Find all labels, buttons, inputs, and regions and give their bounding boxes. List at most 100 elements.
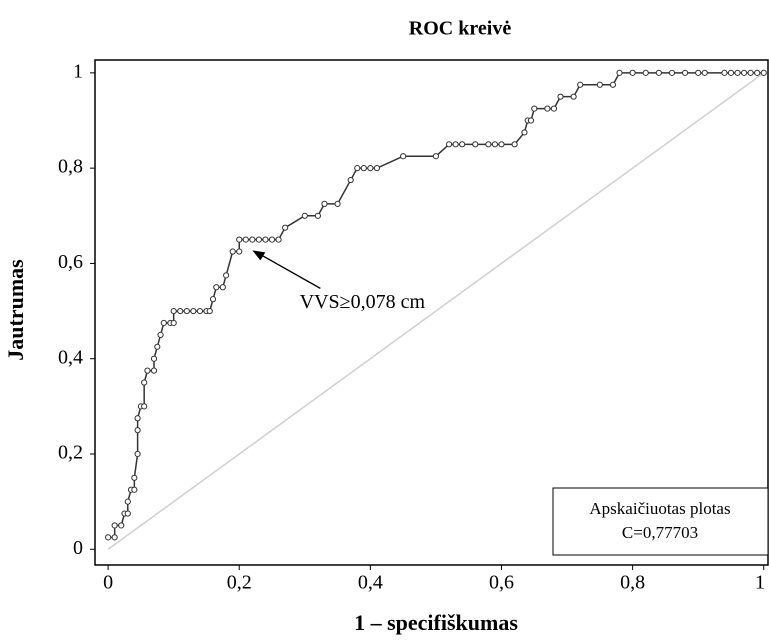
roc-point: [400, 153, 407, 160]
roc-point: [141, 379, 148, 386]
roc-point: [550, 105, 558, 112]
roc-point: [209, 296, 217, 303]
roc-point: [282, 224, 289, 231]
roc-point: [268, 236, 276, 243]
roc-point: [262, 236, 269, 243]
roc-point: [367, 165, 374, 172]
roc-point: [213, 284, 220, 291]
roc-point: [131, 486, 138, 493]
reference-diagonal: [107, 72, 765, 550]
roc-point: [160, 319, 167, 327]
note-line: Apskaičiuotas plotas: [589, 499, 730, 518]
roc-point: [196, 307, 204, 315]
roc-point: [249, 236, 256, 243]
chart-title: ROC kreivė: [409, 18, 512, 40]
roc-point: [727, 69, 735, 76]
roc-point: [577, 81, 584, 88]
roc-point: [236, 236, 243, 243]
roc-point: [544, 105, 551, 112]
roc-point: [134, 450, 141, 458]
roc-point: [334, 200, 341, 207]
annotation-text: VVS≥0,078 cm: [300, 291, 426, 313]
roc-point: [124, 510, 131, 517]
roc-point: [485, 141, 492, 148]
x-tick-label: 0: [103, 572, 113, 594]
roc-point: [206, 307, 213, 315]
roc-point: [229, 248, 236, 255]
roc-point: [223, 272, 230, 279]
roc-point: [668, 69, 676, 76]
roc-point: [531, 105, 538, 112]
roc-point: [596, 81, 603, 88]
roc-point: [105, 534, 112, 541]
roc-point: [472, 141, 479, 148]
roc-point: [134, 415, 141, 422]
roc-point: [360, 165, 367, 172]
x-tick-label: 0,8: [620, 572, 645, 594]
roc-point: [754, 69, 761, 76]
y-tick-label: 0,6: [58, 251, 83, 273]
roc-point: [301, 212, 308, 219]
roc-point: [740, 69, 748, 76]
roc-point: [629, 69, 636, 76]
roc-point: [111, 534, 118, 541]
roc-point: [177, 307, 184, 315]
x-tick-label: 0,2: [227, 572, 252, 594]
roc-point: [521, 129, 528, 136]
roc-point: [347, 176, 354, 184]
roc-point: [557, 93, 564, 100]
x-axis-label: 1 – specifiškumas: [354, 610, 518, 635]
roc-point: [491, 141, 499, 148]
roc-point: [242, 236, 249, 243]
plot-frame: [94, 59, 769, 566]
roc-point: [432, 153, 440, 160]
roc-point: [701, 69, 708, 76]
roc-point: [498, 141, 505, 148]
roc-point: [655, 69, 662, 76]
roc-point: [275, 236, 282, 243]
roc-point: [760, 69, 767, 76]
roc-point: [150, 367, 158, 374]
y-tick-label: 0,2: [58, 442, 83, 464]
roc-point: [124, 498, 131, 505]
roc-point: [445, 141, 453, 148]
roc-point: [141, 403, 148, 410]
roc-point: [609, 81, 617, 88]
roc-point: [190, 307, 197, 315]
roc-point: [154, 343, 161, 350]
roc-point: [616, 69, 623, 76]
annotation-arrow: [258, 252, 321, 289]
roc-point: [170, 319, 177, 327]
x-tick-label: 1: [755, 572, 765, 594]
roc-point: [236, 248, 243, 255]
roc-point: [373, 165, 381, 172]
roc-point: [131, 474, 138, 481]
roc-point: [734, 69, 741, 76]
note-line: C=0,77703: [622, 523, 698, 542]
roc-point: [134, 427, 141, 434]
roc-point: [681, 69, 689, 76]
note-box: [552, 487, 769, 556]
roc-point: [721, 69, 728, 76]
y-axis-label: Jautrumas: [3, 259, 28, 361]
roc-point: [111, 522, 118, 529]
x-tick-label: 0,4: [358, 572, 383, 594]
roc-point: [183, 307, 190, 315]
roc-point: [219, 284, 226, 291]
x-tick-label: 0,6: [489, 572, 514, 594]
roc-point: [321, 200, 328, 207]
y-tick-label: 0,8: [58, 156, 83, 178]
roc-point: [452, 141, 459, 148]
roc-point: [157, 331, 164, 338]
roc-point: [118, 522, 125, 529]
roc-point: [255, 236, 263, 243]
roc-point: [747, 69, 754, 76]
roc-point: [570, 93, 577, 100]
roc-point: [170, 307, 177, 315]
roc-point: [314, 212, 322, 219]
roc-point: [695, 69, 702, 76]
y-tick-label: 0,4: [58, 346, 83, 368]
roc-point: [354, 165, 361, 172]
